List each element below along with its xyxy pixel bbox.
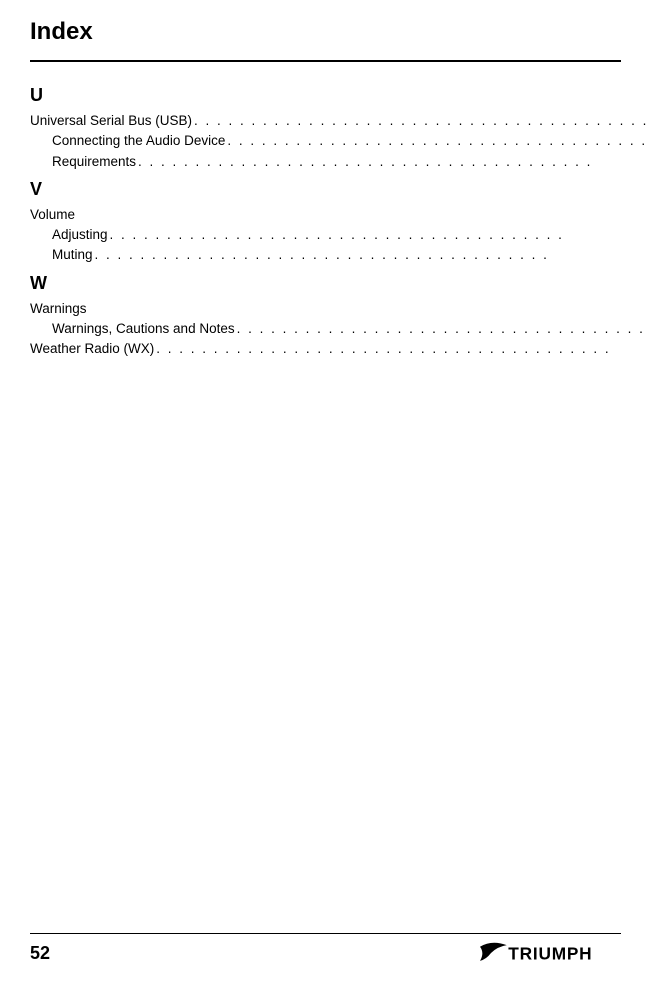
index-letter: V: [30, 176, 651, 203]
index-entry: Universal Serial Bus (USB)33: [30, 111, 651, 131]
leader-dots: [225, 131, 651, 151]
entry-label: Muting: [52, 245, 93, 265]
entry-label: Requirements: [52, 152, 136, 172]
index-entry: Weather Radio (WX)25: [30, 339, 651, 359]
top-rule: [30, 60, 621, 62]
triumph-logo: TRIUMPH: [480, 942, 621, 964]
entry-label: Adjusting: [52, 225, 108, 245]
index-letter: W: [30, 270, 651, 297]
index-entry: Connecting the Audio Device34: [30, 131, 651, 151]
index-entry: Warnings, Cautions and Notes1: [30, 319, 651, 339]
index-entry: Requirements33: [30, 152, 651, 172]
page-title: Index: [30, 18, 621, 46]
leader-dots: [154, 339, 651, 359]
left-column: UUniversal Serial Bus (USB)33Connecting …: [30, 78, 651, 359]
index-columns: UUniversal Serial Bus (USB)33Connecting …: [30, 78, 621, 359]
leader-dots: [136, 152, 651, 172]
index-entry: Muting8: [30, 245, 651, 265]
entry-label: Connecting the Audio Device: [52, 131, 225, 151]
footer-rule: [30, 933, 621, 934]
leader-dots: [108, 225, 651, 245]
footer: 52 TRIUMPH: [30, 933, 621, 964]
leader-dots: [192, 111, 651, 131]
leader-dots: [93, 245, 651, 265]
page-number: 52: [30, 943, 50, 964]
leader-dots: [235, 319, 651, 339]
entry-label: Universal Serial Bus (USB): [30, 111, 192, 131]
index-heading: Warnings: [30, 299, 651, 319]
entry-label: Warnings, Cautions and Notes: [52, 319, 235, 339]
index-heading: Volume: [30, 205, 651, 225]
svg-text:TRIUMPH: TRIUMPH: [508, 943, 592, 963]
entry-label: Weather Radio (WX): [30, 339, 154, 359]
index-letter: U: [30, 82, 651, 109]
index-entry: Adjusting8: [30, 225, 651, 245]
